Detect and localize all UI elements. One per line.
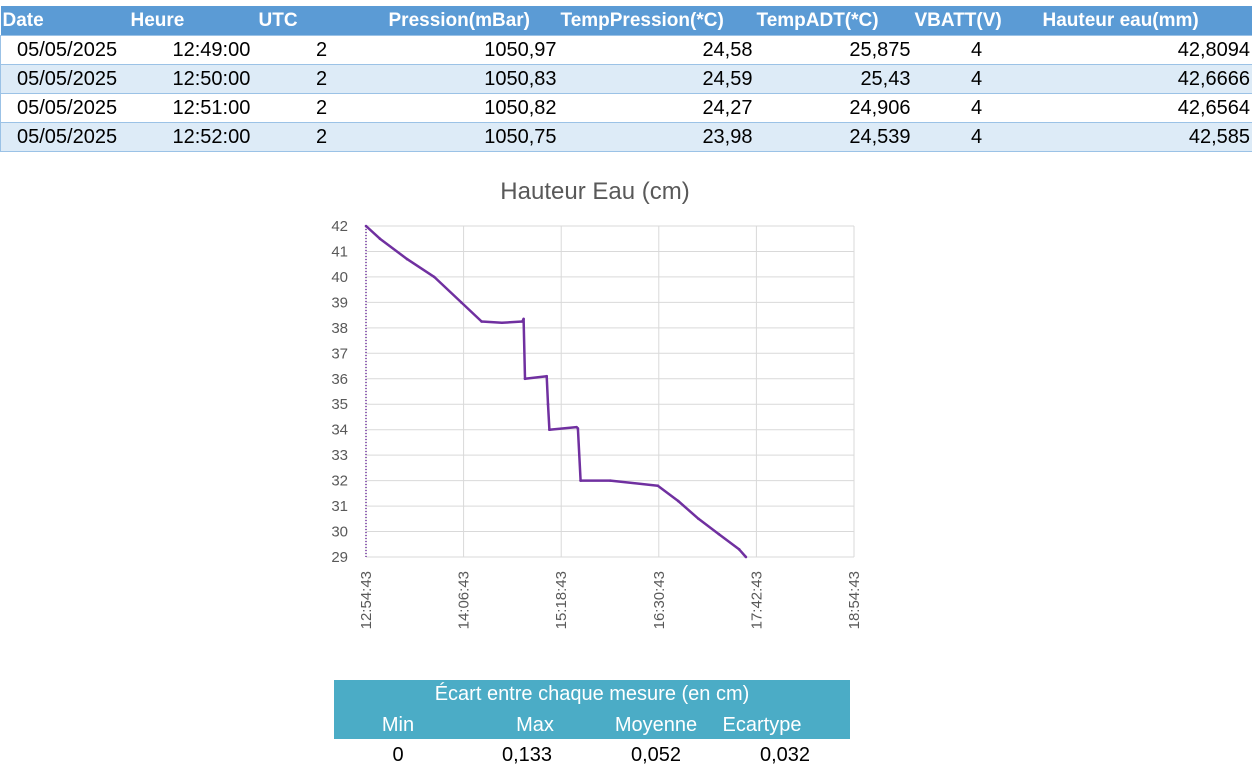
cell-vbatt: 4 <box>912 35 1041 65</box>
cell-heure: 12:51:00 <box>128 93 257 123</box>
header-date: Date <box>0 6 129 36</box>
header-utc: UTC <box>256 6 387 36</box>
series-point <box>609 479 612 482</box>
header-pression: Pression(mBar) <box>386 6 559 36</box>
x-tick-label: 18:54:43 <box>846 571 863 629</box>
series-point <box>676 499 680 503</box>
y-tick-label: 31 <box>331 498 348 515</box>
header-hauteur-eau: Hauteur eau(mm) <box>1040 6 1252 36</box>
cell-temp-adt: 24,539 <box>754 122 913 152</box>
cell-temp-adt: 25,875 <box>754 35 913 65</box>
header-temp-adt: TempADT(*C) <box>754 6 913 36</box>
cell-heure: 12:50:00 <box>128 64 257 94</box>
data-table: Date Heure UTC Pression(mBar) TempPressi… <box>0 6 1252 152</box>
series-point <box>432 275 436 279</box>
y-tick-label: 38 <box>331 320 348 337</box>
series-point <box>546 402 550 406</box>
y-tick-label: 34 <box>331 422 348 439</box>
cell-utc: 2 <box>256 122 387 152</box>
x-tick-label: 15:18:43 <box>553 571 570 629</box>
chart-title: Hauteur Eau (cm) <box>500 178 690 205</box>
stats-value-max: 0,133 <box>501 744 553 766</box>
cell-temp-adt: 24,906 <box>754 93 913 123</box>
cell-date: 05/05/2025 <box>0 64 129 94</box>
stats-value-moyenne: 0,052 <box>630 744 682 766</box>
cell-heure: 12:49:00 <box>128 35 257 65</box>
y-tick-label: 37 <box>331 345 348 362</box>
x-tick-label: 17:42:43 <box>748 571 765 629</box>
cell-hauteur-eau: 42,6564 <box>1040 93 1252 123</box>
series-point <box>545 374 548 378</box>
y-tick-label: 32 <box>331 473 348 490</box>
cell-hauteur-eau: 42,6666 <box>1040 64 1252 94</box>
y-tick-label: 39 <box>331 294 348 311</box>
cell-date: 05/05/2025 <box>0 93 129 123</box>
series-point <box>579 479 582 482</box>
stats-table: Écart entre chaque mesure (en cm) Min Ma… <box>334 680 850 766</box>
cell-heure: 12:52:00 <box>128 122 257 152</box>
series-point <box>405 257 409 261</box>
cell-temp-pression: 24,58 <box>558 35 755 65</box>
y-tick-label: 30 <box>331 524 348 541</box>
series-point <box>737 548 741 551</box>
cell-utc: 2 <box>256 93 387 123</box>
cell-pression: 1050,75 <box>386 122 559 152</box>
stats-value-ecartype: 0,032 <box>759 744 811 766</box>
x-tick-label: 14:06:43 <box>456 571 473 629</box>
series-point <box>717 532 721 536</box>
series-point <box>378 237 382 241</box>
series-point <box>744 555 748 559</box>
series-point <box>656 484 660 488</box>
chart-grid <box>365 225 855 558</box>
y-tick-label: 40 <box>331 269 348 286</box>
y-tick-label: 36 <box>331 371 348 388</box>
cell-utc: 2 <box>256 35 387 65</box>
header-vbatt: VBATT(V) <box>912 6 1041 36</box>
series-point <box>548 428 551 431</box>
table-row: 05/05/2025 12:52:00 2 1050,75 23,98 24,5… <box>0 122 1252 152</box>
y-tick-label: 33 <box>331 447 348 464</box>
stats-value-min: 0 <box>392 744 404 766</box>
table-row: 05/05/2025 12:51:00 2 1050,82 24,27 24,9… <box>0 93 1252 123</box>
y-tick-label: 29 <box>331 549 348 566</box>
series-point <box>523 377 527 381</box>
cell-temp-adt: 25,43 <box>754 64 913 94</box>
cell-temp-pression: 23,98 <box>558 122 755 152</box>
cell-pression: 1050,82 <box>386 93 559 123</box>
stats-header-max: Max <box>516 714 554 736</box>
chart-series <box>364 224 748 559</box>
stats-title: Écart entre chaque mesure (en cm) <box>434 683 750 705</box>
y-tick-label: 42 <box>331 218 348 235</box>
cell-vbatt: 4 <box>912 93 1041 123</box>
cell-vbatt: 4 <box>912 122 1041 152</box>
series-point <box>697 517 700 521</box>
stats-header-moyenne: Moyenne <box>614 714 698 736</box>
y-tick-label: 41 <box>331 243 348 260</box>
cell-date: 05/05/2025 <box>0 122 129 152</box>
x-tick-label: 12:54:43 <box>358 571 375 629</box>
header-temp-pression: TempPression(*C) <box>558 6 755 36</box>
cell-hauteur-eau: 42,8094 <box>1040 35 1252 65</box>
y-tick-label: 35 <box>331 396 348 413</box>
stats-header-min: Min <box>381 714 415 736</box>
series-point <box>459 301 463 304</box>
series-point <box>522 317 525 321</box>
table-header-row: Date Heure UTC Pression(mBar) TempPressi… <box>0 6 1252 36</box>
stats-header: Écart entre chaque mesure (en cm) Min Ma… <box>334 680 850 739</box>
series-point <box>576 427 580 430</box>
x-tick-label: 16:30:43 <box>651 571 668 629</box>
chart-ticks: 42 41 40 39 38 37 36 35 34 33 32 31 30 29 12:54:43 14:0… <box>331 218 863 629</box>
cell-pression: 1050,83 <box>386 64 559 94</box>
series-line <box>365 225 747 558</box>
stats-header-ecartype: Ecartype <box>722 714 802 736</box>
table-row: 05/05/2025 12:49:00 2 1050,97 24,58 25,8… <box>0 35 1252 65</box>
series-point <box>500 321 504 325</box>
series-point <box>520 320 524 323</box>
series-point <box>480 320 483 323</box>
header-heure: Heure <box>128 6 257 36</box>
cell-hauteur-eau: 42,585 <box>1040 122 1252 152</box>
